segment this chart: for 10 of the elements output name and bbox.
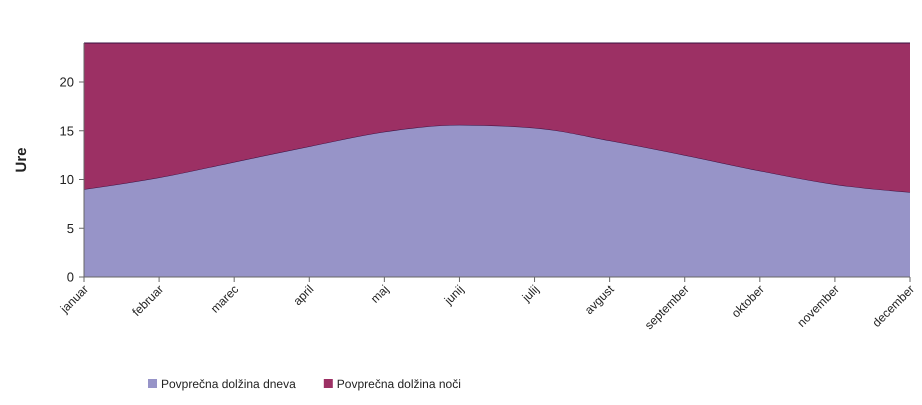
- y-tick-label: 10: [60, 172, 74, 188]
- y-tick-label: 0: [66, 270, 74, 285]
- x-tick-label: maj: [368, 282, 392, 306]
- legend-label: Povprečna dolžina dneva: [161, 377, 296, 391]
- legend-label: Povprečna dolžina noči: [336, 377, 461, 391]
- y-axis-title: Ure: [13, 147, 30, 173]
- y-tick-label: 15: [60, 123, 74, 138]
- y-tick-label: 20: [60, 74, 74, 90]
- y-tick-label: 5: [66, 220, 74, 236]
- x-tick-label: julij: [518, 282, 542, 306]
